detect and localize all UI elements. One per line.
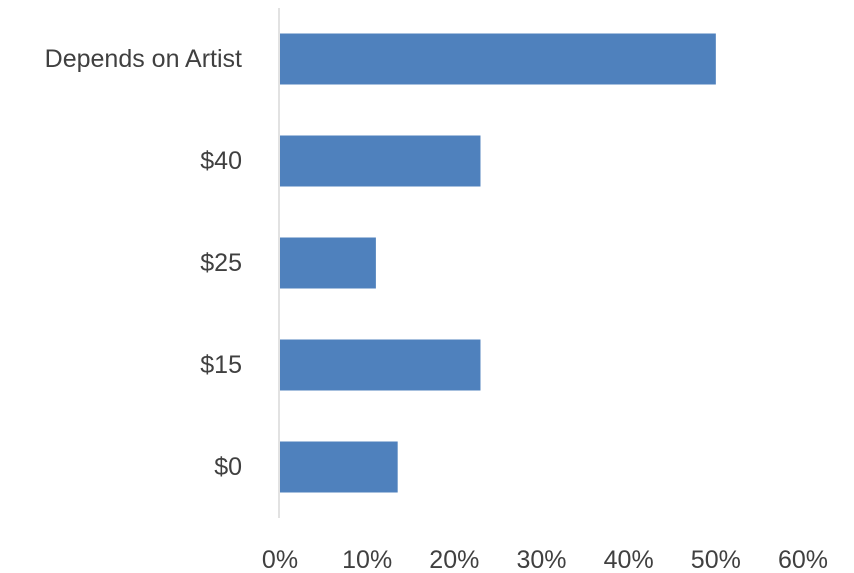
x-tick-label: 50% [691,546,741,573]
bar-4 [280,339,481,391]
category-label: $15 [200,351,242,379]
x-tick-label: 30% [516,546,566,573]
category-label: Depends on Artist [45,45,242,73]
bar-2 [280,135,481,187]
category-label: $25 [200,249,242,277]
bar-1 [280,33,716,85]
category-label: $40 [200,147,242,175]
x-tick-labels: 0% 10% 20% 30% 40% 50% 60% [262,546,828,573]
x-tick-label: 10% [342,546,392,573]
x-tick-label: 40% [604,546,654,573]
x-tick-label: 60% [778,546,828,573]
x-tick-label: 20% [429,546,479,573]
bar-5 [280,441,398,493]
bar-3 [280,237,376,289]
bars-layer [280,33,716,493]
category-labels: Depends on Artist $40 $25 $15 $0 [45,45,242,481]
category-label: $0 [214,453,242,481]
x-tick-label: 0% [262,546,298,573]
